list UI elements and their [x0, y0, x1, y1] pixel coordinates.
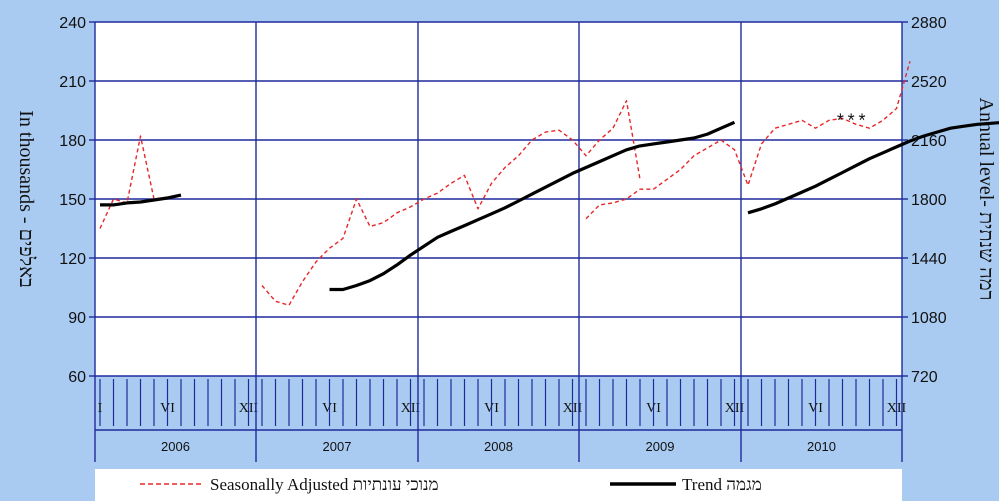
year-label: 2008	[484, 439, 513, 454]
month-marker: VI	[646, 401, 661, 416]
grid	[89, 21, 908, 377]
trend-line-segment	[329, 120, 736, 292]
month-marker: VI	[160, 401, 175, 416]
trend-line-segment	[100, 193, 182, 207]
right-axis-label: Annual level- רמה שנתית	[975, 98, 997, 301]
year-label: 2009	[646, 439, 675, 454]
right-tick-label: 2880	[911, 15, 947, 32]
seasonal-line-segment	[261, 99, 641, 306]
left-tick-label: 60	[68, 369, 86, 386]
year-label: 2010	[807, 439, 836, 454]
month-marker: VI	[808, 401, 823, 416]
legend-box	[95, 469, 902, 501]
right-tick-label: 1440	[911, 251, 947, 268]
month-axis: I VI XII VI XII VI XII VI XII VI XII	[95, 379, 907, 431]
seasonal-line-segment	[585, 61, 911, 220]
left-tick-label: 180	[59, 133, 86, 150]
seasonal-line-segment	[99, 135, 168, 229]
right-tick-label: 720	[911, 369, 938, 386]
projection-annotation: ***	[835, 113, 867, 133]
month-marker: XII	[563, 401, 583, 416]
year-label: 2007	[323, 439, 352, 454]
trend-line-segment	[747, 121, 999, 215]
legend: Seasonally Adjusted מנוכי עונתיות Trend …	[95, 469, 902, 501]
left-tick-label: 240	[59, 15, 86, 32]
right-tick-label: 2520	[911, 74, 947, 91]
left-tick-label: 90	[68, 310, 86, 327]
left-axis-ticks: 240 210 180 150 120 90 60	[59, 15, 86, 386]
month-marker: XII	[401, 401, 421, 416]
month-marker: I	[98, 401, 103, 416]
month-marker: VI	[484, 401, 499, 416]
series-layer	[99, 61, 999, 306]
left-axis-label: In thousands - באלפים	[15, 110, 37, 288]
left-tick-label: 120	[59, 251, 86, 268]
month-marker: XII	[887, 401, 907, 416]
right-tick-label: 1080	[911, 310, 947, 327]
left-tick-label: 150	[59, 192, 86, 209]
left-tick-label: 210	[59, 74, 86, 91]
month-marker: XII	[239, 401, 259, 416]
legend-seasonal-label: Seasonally Adjusted מנוכי עונתיות	[210, 475, 439, 494]
month-marker: XII	[725, 401, 745, 416]
right-tick-label: 1800	[911, 192, 947, 209]
year-label: 2006	[161, 439, 190, 454]
month-marker: VI	[322, 401, 337, 416]
legend-trend-label: Trend מגמה	[682, 475, 762, 494]
year-axis: 2006 2007 2008 2009 2010	[94, 376, 903, 462]
